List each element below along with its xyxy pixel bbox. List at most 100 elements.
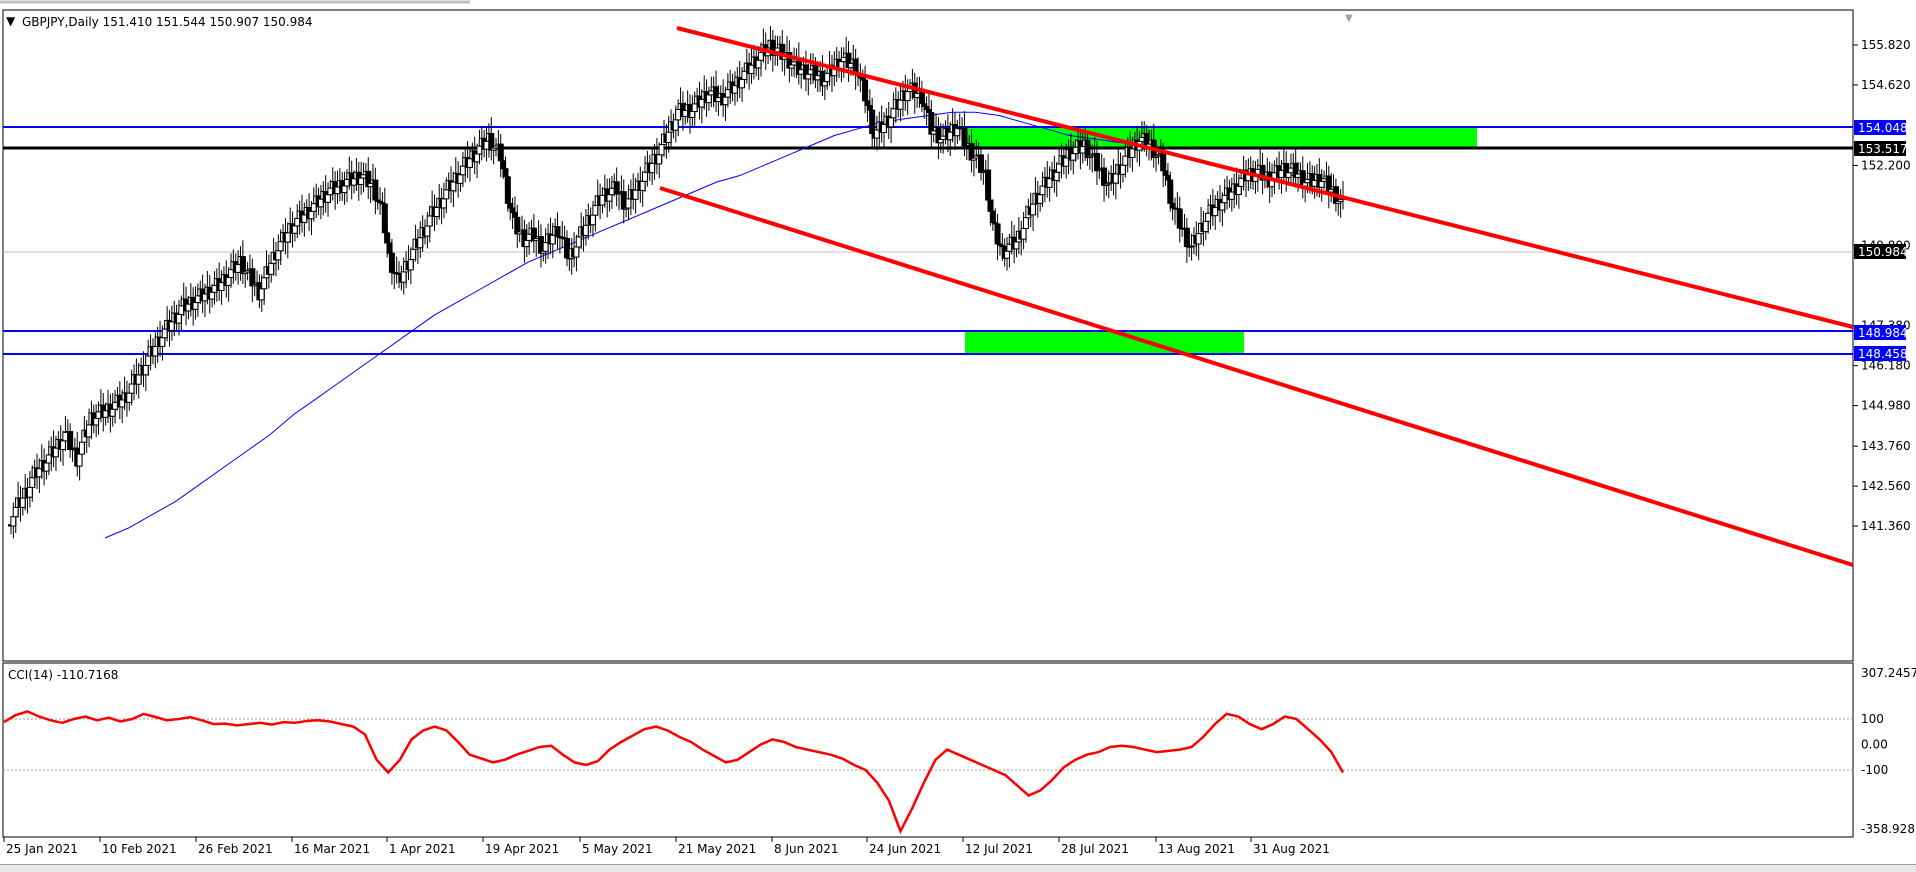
candle-body [384,232,391,244]
candle-body [573,246,580,258]
cci-tick-label: -358.9285 [1861,822,1916,836]
candle-body [358,177,365,185]
date-tick-label: 28 Jul 2021 [1061,842,1129,856]
candle-body [43,462,50,472]
candle-body [10,516,17,527]
candle-body [656,154,663,165]
price-tick-label: 154.620 [1861,78,1911,92]
candle-body [29,477,36,488]
date-tick-label: 16 Mar 2021 [294,842,370,856]
candle-body [989,210,996,224]
candle-body [400,271,407,283]
candle-body [866,105,873,111]
svg-text:148.458: 148.458 [1858,347,1908,361]
candle-body [554,226,561,238]
candle-body [433,206,440,217]
candle-body [509,207,516,214]
candle-body [93,417,100,426]
candle-body [890,108,897,119]
date-tick-label: 19 Apr 2021 [485,842,559,856]
date-tick-label: 31 Aug 2021 [1253,842,1330,856]
candle-body [258,288,265,301]
candle-body [665,131,672,143]
date-tick-label: 13 Aug 2021 [1158,842,1235,856]
date-tick-label: 24 Jun 2021 [869,842,941,856]
symbol-tab-bar[interactable] [0,864,1916,872]
candle-body [1164,174,1171,181]
level-label-153517: 153.517 [1854,141,1908,156]
candle-body [268,262,275,275]
candle-body [1167,179,1174,204]
candle-body [1004,250,1011,259]
candle-body [1119,164,1126,175]
candle-body [592,205,599,216]
candle-body [86,424,93,438]
level-label-148984: 148.984 [1854,325,1908,340]
candle-body [1112,173,1119,184]
price-tick-label: 142.560 [1861,479,1911,493]
candle-body [625,198,632,209]
price-tick-label: 146.180 [1861,359,1911,373]
candle-body [12,506,19,518]
candle-body [1169,202,1176,209]
candle-body [864,100,871,107]
candle-body [904,91,911,102]
candle-body [888,117,895,128]
date-axis: 25 Jan 2021 10 Feb 2021 26 Feb 2021 16 Mar … [3,837,1330,856]
candle-body [1176,208,1183,229]
candle-body [658,143,665,156]
cci-tick-label: -100 [1861,763,1888,777]
candle-body [474,153,481,163]
svg-text:153.517: 153.517 [1858,142,1908,156]
cci-line [3,710,1345,835]
candle-body [821,81,828,87]
cci-panel-frame [2,662,1854,838]
candle-body [649,163,656,174]
candle-body [739,79,746,89]
candle-body [897,99,904,110]
candle-body [291,225,298,234]
candle-body [507,202,514,209]
candle-body [135,374,142,385]
candle-body [502,168,509,178]
candle-body [372,179,379,201]
date-tick-label: 12 Jul 2021 [965,842,1033,856]
candle-body [126,392,133,403]
date-tick-label: 8 Jun 2021 [774,842,839,856]
candle-body [1162,170,1169,176]
candle-body [1202,220,1209,233]
candle-body [672,119,679,131]
candle-body [26,486,33,498]
candle-body [275,250,282,261]
candle-body [109,408,116,417]
candle-body [192,302,199,310]
candle-body [308,210,315,220]
candle-body [128,383,135,394]
candle-body [1070,153,1077,161]
candle-body [606,194,613,202]
candle-body [1285,172,1292,178]
candle-body [145,355,152,366]
cci-tick-label: 0.00 [1861,738,1888,752]
candle-body [1022,217,1029,229]
svg-text:154.048: 154.048 [1858,121,1908,135]
price-axis: 155.820154.620152.200149.800147.380146.1… [1853,38,1911,533]
candle-body [60,440,67,450]
candle-body [862,79,869,102]
cci-tick-label: 100 [1861,712,1884,726]
candle-body [511,212,518,218]
candle-body [582,224,589,236]
cci-tick-label: 307.2457 [1861,666,1916,680]
candle-body [76,453,83,467]
chart-down-triangle-icon[interactable]: ▼ [6,14,16,28]
date-tick-label: 26 Feb 2021 [198,842,273,856]
price-tick-label: 143.760 [1861,439,1911,453]
candle-body [1030,203,1037,216]
candle-body [325,194,332,203]
moving-average-line [104,111,1305,539]
support-zone [965,331,1244,354]
candle-body [417,237,424,249]
candle-body [632,189,639,200]
main-chart-header: GBPJPY,Daily 151.410 151.544 150.907 150… [22,15,313,29]
candle-body [209,291,216,300]
